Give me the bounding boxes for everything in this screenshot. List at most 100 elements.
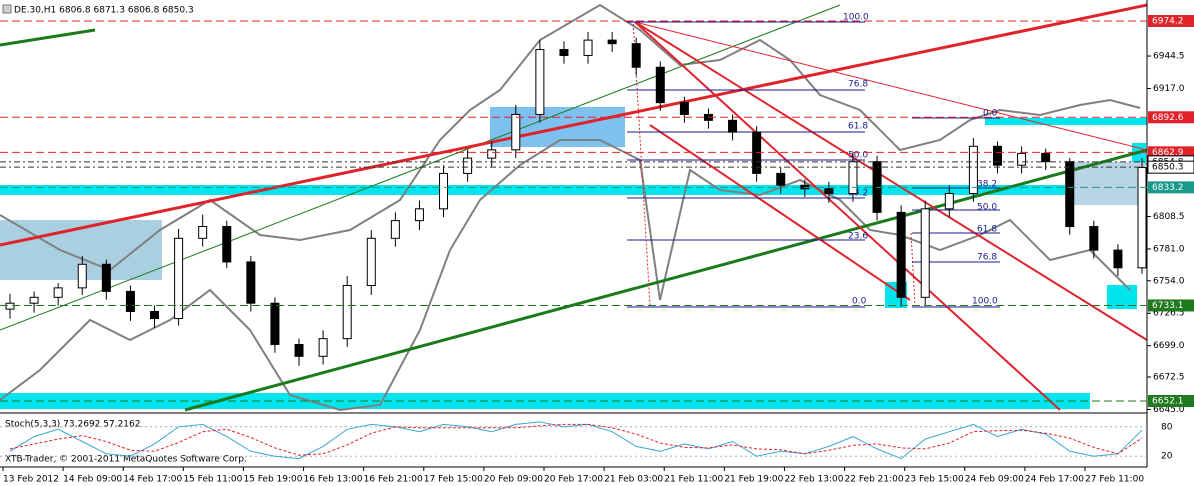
y-tick-label: 6808.5 <box>1153 212 1185 222</box>
candle-body <box>896 211 906 298</box>
fib-label: 38.2 <box>977 180 997 190</box>
candle-body <box>535 49 545 115</box>
level-box <box>1148 181 1194 194</box>
candle-body <box>150 310 160 320</box>
x-tick-label: 22 Feb 13:00 <box>784 475 843 485</box>
level-box <box>1148 299 1194 312</box>
candle-body <box>53 287 63 298</box>
stoch-signal <box>9 423 1143 456</box>
y-tick-label: 6726.5 <box>1153 309 1185 319</box>
candle-body <box>342 285 352 340</box>
x-tick-label: 15 Feb 11:00 <box>183 475 242 485</box>
candle-body <box>1017 152 1027 166</box>
level-label: 6892.6 <box>1152 113 1184 123</box>
x-tick-label: 20 Feb 09:00 <box>484 475 543 485</box>
level-box <box>1148 15 1194 28</box>
x-tick-label: 21 Feb 11:00 <box>664 475 723 485</box>
fib-label: 61.8 <box>977 225 997 235</box>
candle-body <box>222 226 232 263</box>
level-box <box>1148 395 1194 408</box>
candle-body <box>487 149 497 159</box>
x-tick-label: 24 Feb 17:00 <box>1025 475 1084 485</box>
trendlines <box>0 3 1148 412</box>
candle-body <box>511 113 521 151</box>
fib-label: 50.0 <box>848 151 868 161</box>
stoch-main <box>9 421 1143 460</box>
candle-body <box>583 39 593 56</box>
x-tick-label: 20 Feb 17:00 <box>544 475 603 485</box>
candle-body <box>174 237 184 320</box>
x-tick-label: 16 Feb 21:00 <box>364 475 423 485</box>
candle-body <box>1089 226 1099 251</box>
candle-body <box>607 39 617 45</box>
candle-body <box>631 43 641 68</box>
candle-body <box>390 220 400 239</box>
level-label: 6862.9 <box>1152 148 1184 158</box>
fib-label: 61.8 <box>848 122 868 132</box>
candle-body <box>559 49 569 56</box>
candle-body <box>5 302 15 310</box>
candle-body <box>29 296 39 304</box>
candle-body <box>77 263 87 289</box>
candle-body <box>1065 161 1075 228</box>
level-label: 6974.2 <box>1152 17 1184 27</box>
symbol-icon <box>2 4 12 14</box>
candle-body <box>728 119 738 133</box>
fib-label: 100.0 <box>843 13 869 23</box>
candle-body <box>366 237 376 287</box>
candle-body <box>125 290 135 312</box>
x-tick-label: 24 Feb 09:00 <box>965 475 1024 485</box>
x-tick-label: 27 Feb 11:00 <box>1085 475 1144 485</box>
x-tick-label: 16 Feb 13:00 <box>304 475 363 485</box>
candle-body <box>463 157 473 174</box>
trendline <box>634 21 1148 341</box>
candle-body <box>1113 249 1123 269</box>
candle-body <box>439 172 449 210</box>
candle-body <box>968 145 978 194</box>
fib-label: 38.2 <box>848 189 868 199</box>
trendline <box>0 3 1148 247</box>
candle-body <box>198 226 208 239</box>
fib-base <box>632 19 651 306</box>
band-lower <box>0 139 1131 412</box>
candle-body <box>944 192 954 210</box>
candle-body <box>679 102 689 115</box>
fib-label: 76.8 <box>977 253 997 263</box>
trendline <box>634 21 1061 411</box>
x-tick-label: 17 Feb 15:00 <box>424 475 483 485</box>
x-tick-label: 14 Feb 17:00 <box>123 475 182 485</box>
candle-body <box>1041 152 1051 163</box>
stoch-tick-label: 80 <box>1161 422 1173 432</box>
fib-label: 50.0 <box>977 203 997 213</box>
zone <box>0 185 1147 195</box>
bands <box>0 3 1141 412</box>
candle-body <box>101 263 111 292</box>
fib-label: 23.6 <box>848 232 868 242</box>
candle-body <box>246 261 256 304</box>
y-tick-label: 6917.0 <box>1153 84 1185 94</box>
candle-body <box>992 145 1002 166</box>
candle-body <box>848 161 858 194</box>
y-tick-label: 6781.0 <box>1153 244 1185 254</box>
candle-body <box>414 208 424 222</box>
fib-label: 76.8 <box>848 80 868 90</box>
fib-base <box>910 232 916 306</box>
fib-label: 0.0 <box>983 109 998 119</box>
x-tick-label: 13 Feb 2012 <box>3 475 59 485</box>
y-tick-label: 6944.5 <box>1153 52 1185 62</box>
level-box <box>1147 160 1194 174</box>
level-label: 6833.2 <box>1152 183 1184 193</box>
y-tick-label: 6754.0 <box>1153 276 1185 286</box>
candle-body <box>824 188 834 194</box>
band-upper <box>0 3 1141 272</box>
copyright: XTB-Trader, © 2001-2011 MetaQuotes Softw… <box>5 455 247 465</box>
level-box <box>1148 146 1194 159</box>
trendline <box>634 21 1148 151</box>
header: DE.30,H1 6806.8 6871.3 6806.8 6850.3 <box>14 6 194 16</box>
stoch-tick-label: 20 <box>1161 452 1173 462</box>
candle-body <box>776 172 786 186</box>
level-label: 6850.3 <box>1152 163 1184 173</box>
zone <box>985 118 1147 125</box>
stoch-title: Stoch(5,3,3) 73.2692 57.2162 <box>5 420 140 430</box>
